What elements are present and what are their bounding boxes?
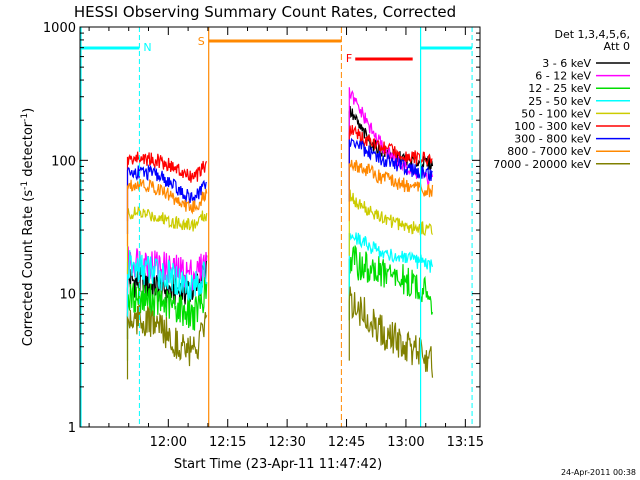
- legend-header-line2: Att 0: [604, 40, 630, 53]
- legend-header-line1: Det 1,3,4,5,6,: [554, 28, 630, 41]
- legend-label: 3 - 6 keV: [542, 57, 591, 70]
- chart-title: HESSI Observing Summary Count Rates, Cor…: [74, 3, 456, 21]
- y-axis-label-sup1: -1: [20, 181, 30, 190]
- legend-label: 100 - 300 keV: [514, 120, 591, 133]
- x-tick-label: 12:45: [328, 435, 365, 450]
- series-line-3-seg1: [126, 277, 208, 361]
- x-tick-label: 12:00: [150, 435, 187, 450]
- legend-label: 300 - 800 keV: [514, 133, 591, 146]
- legend-label: 800 - 7000 keV: [507, 145, 591, 158]
- data-layer: [126, 87, 434, 380]
- y-tick-label: 1000: [43, 21, 76, 36]
- night-label: N: [143, 41, 151, 54]
- y-tick-label: 100: [51, 154, 76, 169]
- x-tick-label: 12:30: [268, 435, 305, 450]
- x-tick-label: 13:15: [447, 435, 484, 450]
- legend-label: 25 - 50 keV: [528, 95, 591, 108]
- y-tick-label: 10: [59, 288, 76, 303]
- flare-label: F: [346, 52, 352, 65]
- y-tick-label: 1: [68, 421, 76, 436]
- series-line-9-seg1: [126, 304, 208, 380]
- x-axis: 12:00 12:15 12:30 12:45 13:00 13:15: [88, 27, 484, 450]
- x-tick-label: 12:15: [209, 435, 246, 450]
- y-axis-label: Corrected Count Rate (s-1 detector-1): [20, 108, 36, 346]
- y-axis: 1 10 100 1000: [43, 21, 480, 436]
- y-axis-label-mid: detector: [21, 121, 36, 181]
- series-line-9-seg2: [348, 286, 434, 378]
- saa-label: S: [198, 35, 205, 48]
- series-line-5-seg1: [126, 206, 208, 275]
- legend-label: 12 - 25 keV: [528, 82, 591, 95]
- legend-label: 50 - 100 keV: [521, 107, 591, 120]
- series-line-5-seg2: [348, 189, 434, 256]
- series-line-7-seg1: [126, 163, 207, 234]
- series-line-4-seg1: [126, 250, 208, 328]
- series-line-6-seg2: [348, 125, 433, 191]
- footer-date: 24-Apr-2011 00:38: [561, 468, 636, 477]
- x-axis-label: Start Time (23-Apr-11 11:47:42): [174, 457, 382, 472]
- series-line-8-seg1: [126, 178, 208, 247]
- series-line-4-seg2: [348, 232, 434, 295]
- series-line-3-seg2: [348, 244, 434, 321]
- y-axis-label-end: ): [21, 108, 36, 113]
- y-axis-label-sup2: -1: [20, 113, 30, 122]
- legend-label: 7000 - 20000 keV: [493, 158, 591, 171]
- legend-label: 6 - 12 keV: [535, 70, 591, 83]
- series-line-6-seg1: [126, 151, 208, 222]
- annotation-layer: N S F: [80, 27, 473, 427]
- series-line-7-seg2: [348, 137, 433, 202]
- plot-frame: [79, 26, 481, 428]
- y-axis-label-main: Corrected Count Rate (s: [21, 190, 36, 347]
- x-tick-label: 13:00: [387, 435, 424, 450]
- series-line-8-seg2: [348, 159, 434, 222]
